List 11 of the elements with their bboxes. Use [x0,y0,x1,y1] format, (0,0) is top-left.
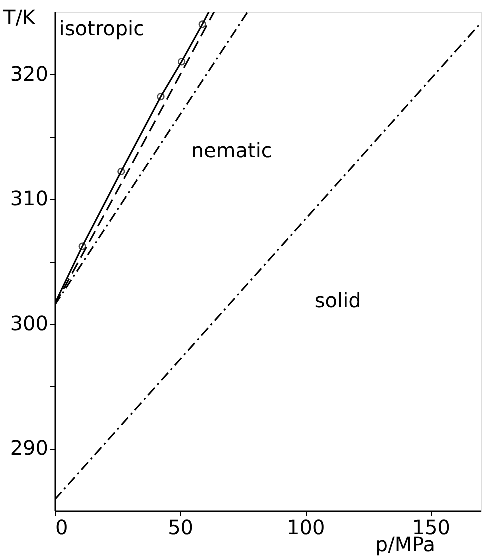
y-tick-label: 290 [10,436,48,460]
y-tick-label: 320 [10,62,48,86]
y-tick-label: 310 [10,186,48,211]
x-tick-label: 100 [286,516,326,540]
annotation: isotropic [59,16,145,40]
annotation: nematic [191,138,272,163]
x-tick-label: 0 [56,516,68,540]
x-tick-label: 50 [168,516,194,540]
annotation: solid [314,288,362,312]
y-axis-title: T/K [2,6,36,30]
y-tick-label: 300 [10,311,48,336]
